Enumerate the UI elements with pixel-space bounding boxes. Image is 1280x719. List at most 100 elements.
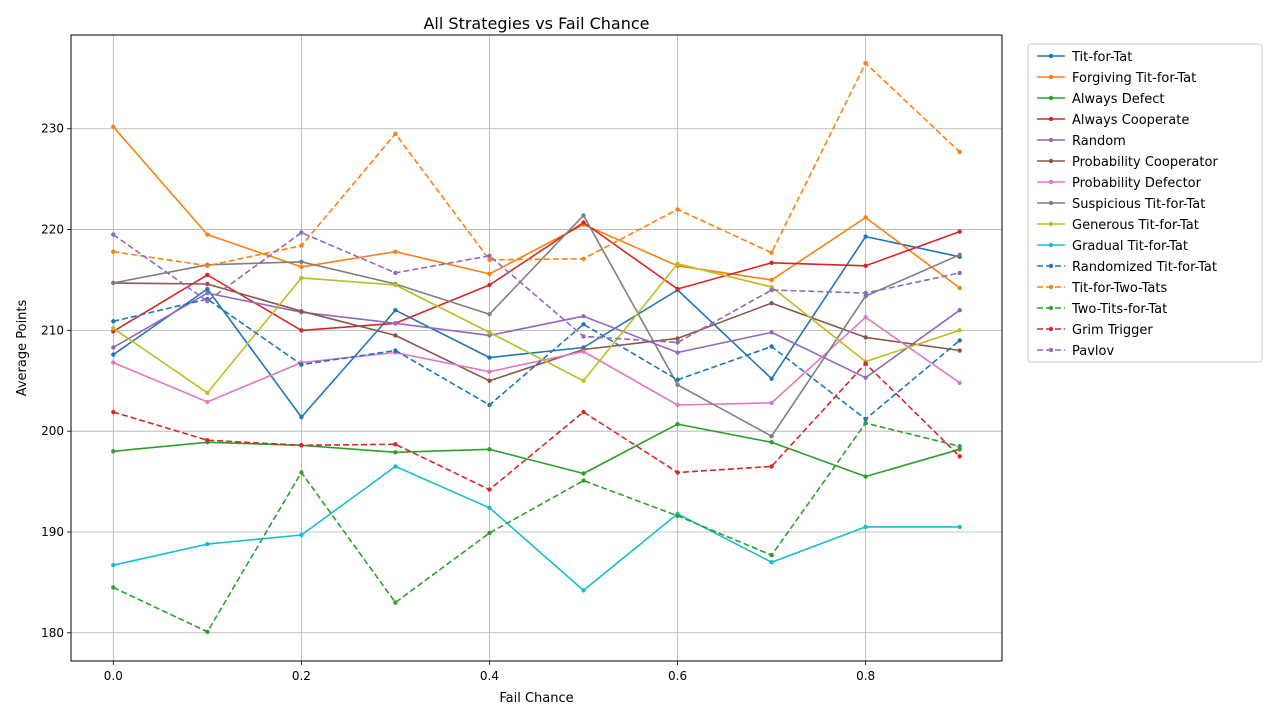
data-point	[111, 585, 116, 590]
data-point	[863, 420, 868, 426]
data-point	[863, 234, 868, 239]
series-line-pavlov	[112, 231, 960, 344]
data-point	[111, 124, 116, 129]
data-point	[957, 524, 962, 530]
legend-marker	[1048, 74, 1054, 80]
data-point	[863, 474, 868, 479]
data-point	[487, 447, 492, 452]
x-tick-label: 0.2	[292, 669, 311, 683]
data-point	[863, 335, 868, 340]
data-point	[205, 438, 210, 443]
data-point	[205, 390, 210, 396]
legend-label: Randomized Tit-for-Tat	[1072, 260, 1217, 275]
data-point	[581, 349, 586, 354]
data-point	[299, 328, 304, 333]
series-line-generous-tit-for-tat	[112, 262, 960, 394]
data-point	[393, 600, 398, 605]
data-point	[111, 360, 116, 365]
data-point	[863, 416, 868, 422]
series-line-grim-trigger	[113, 362, 961, 491]
data-point	[675, 382, 680, 387]
data-point	[487, 271, 492, 277]
plot-frame	[70, 34, 1003, 662]
data-point	[487, 312, 492, 317]
legend-item: Randomized Tit-for-Tat	[1037, 260, 1217, 275]
data-point	[487, 530, 492, 536]
data-point	[675, 470, 680, 475]
series-line-suspicious-tit-for-tat	[113, 214, 961, 438]
data-point	[299, 443, 304, 448]
legend-marker	[1048, 200, 1054, 206]
data-point	[581, 409, 586, 415]
legend-label: Tit-for-Tat	[1071, 50, 1132, 65]
data-point	[205, 541, 210, 547]
data-point	[769, 376, 774, 381]
data-point	[769, 560, 774, 565]
legend-marker	[1048, 116, 1054, 122]
data-point	[581, 588, 586, 593]
y-axis-label: Average Points	[15, 299, 30, 396]
data-point	[393, 307, 398, 313]
data-point	[487, 257, 492, 262]
data-point	[205, 281, 210, 287]
data-point	[769, 250, 774, 255]
data-point	[205, 629, 210, 634]
legend-label: Pavlov	[1072, 344, 1114, 359]
legend-marker	[1048, 95, 1054, 101]
data-point	[111, 326, 116, 331]
data-point	[393, 442, 398, 447]
data-point	[769, 344, 774, 349]
data-point	[581, 471, 586, 476]
data-point	[863, 290, 868, 296]
legend-item: Suspicious Tit-for-Tat	[1037, 197, 1205, 212]
legend-marker	[1048, 284, 1054, 290]
data-point	[957, 444, 962, 449]
data-point	[111, 319, 116, 324]
data-point	[675, 286, 680, 292]
series-gradual-tit-for-tat	[111, 464, 962, 593]
series-line-always-defect	[113, 423, 960, 478]
data-point	[769, 464, 774, 469]
legend-item: Always Defect	[1037, 92, 1165, 107]
legend-label: Forgiving Tit-for-Tat	[1072, 71, 1196, 86]
data-point	[581, 213, 586, 218]
data-point	[769, 260, 774, 266]
legend-item: Tit-for-Tat	[1037, 50, 1132, 65]
legend-item: Two-Tits-for-Tat	[1037, 302, 1167, 317]
data-point	[111, 449, 116, 454]
data-point	[393, 333, 398, 338]
data-point	[111, 232, 116, 237]
data-point	[675, 377, 680, 382]
data-point	[393, 321, 398, 326]
legend-label: Always Cooperate	[1072, 113, 1189, 128]
legend-marker	[1048, 221, 1054, 227]
data-point	[111, 409, 116, 415]
legend-label: Always Defect	[1072, 92, 1165, 107]
data-point	[769, 440, 774, 445]
data-point	[957, 328, 962, 333]
data-point	[957, 252, 962, 257]
legend-label: Gradual Tit-for-Tat	[1072, 239, 1188, 254]
data-point	[299, 230, 304, 235]
data-point	[487, 330, 492, 335]
data-point	[299, 309, 304, 314]
data-point	[957, 447, 962, 452]
data-point	[675, 261, 680, 267]
data-point	[393, 450, 398, 455]
legend-item: Tit-for-Two-Tats	[1037, 281, 1167, 296]
data-point	[769, 434, 774, 439]
legend: Tit-for-Tat Forgiving Tit-for-Tat Always D…	[1027, 43, 1263, 363]
y-tick-label: 180	[41, 626, 64, 640]
data-point	[675, 207, 680, 212]
series-line-tit-for-tat	[112, 235, 960, 418]
data-point	[675, 513, 680, 519]
data-point	[487, 369, 492, 374]
x-tick-label: 0.6	[668, 669, 687, 683]
data-point	[863, 375, 868, 380]
series-line-tit-for-two-tats	[113, 62, 961, 267]
series-pavlov	[111, 230, 962, 345]
data-point	[393, 270, 398, 276]
series-line-two-tits-for-tat	[112, 422, 960, 633]
legend-box	[1027, 43, 1263, 363]
data-point	[487, 355, 492, 360]
